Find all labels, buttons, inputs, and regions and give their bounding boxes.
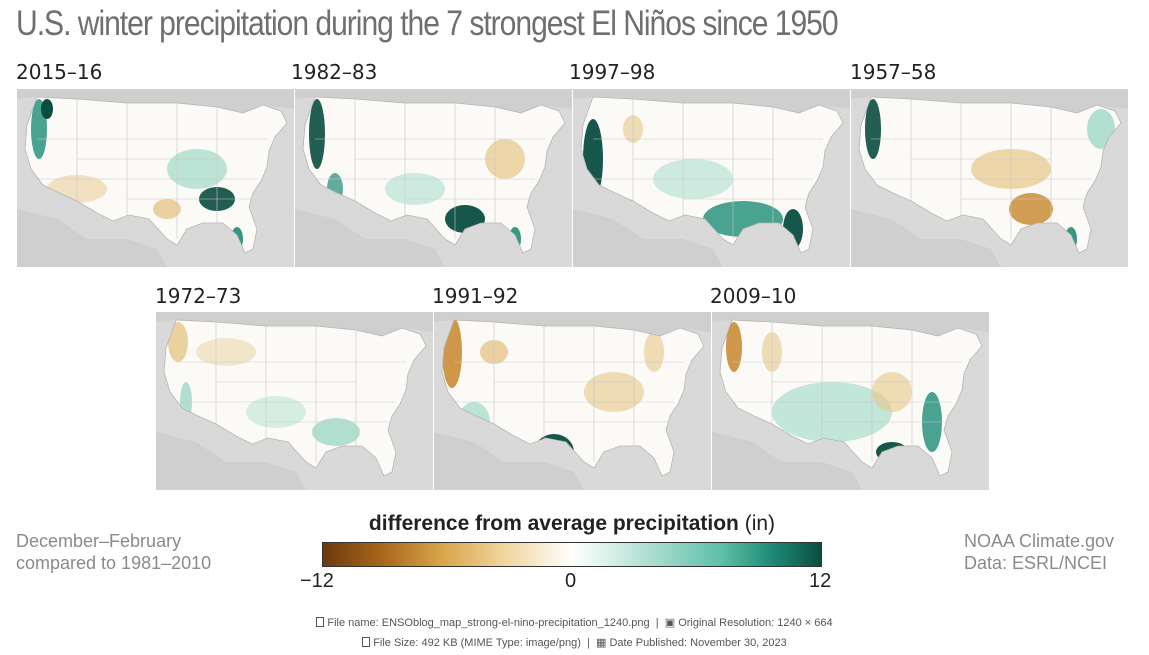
map-label-1991-92: 1991–92 [432, 284, 519, 308]
credit-line1: NOAA Climate.gov [964, 531, 1115, 551]
period-note-line1: December–February [16, 531, 182, 551]
map-1957-58 [851, 89, 1128, 267]
us-precipitation-map [17, 89, 294, 267]
map-1997-98 [573, 89, 850, 267]
map-2015-16 [17, 89, 294, 267]
map-label-1997-98: 1997–98 [569, 60, 656, 84]
footer-date-published: Date Published: November 30, 2023 [609, 637, 787, 649]
map-label-2009-10: 2009–10 [710, 284, 797, 308]
us-precipitation-map [851, 89, 1128, 267]
map-1972-73 [156, 312, 433, 490]
legend-max-label: 12 [809, 570, 832, 592]
map-label-1972-73: 1972–73 [155, 284, 242, 308]
period-note: December–February compared to 1981–2010 [16, 530, 211, 574]
us-precipitation-map [573, 89, 850, 267]
us-precipitation-map [434, 312, 711, 490]
footer-file-size: File Size: 492 KB (MIME Type: image/png) [373, 637, 581, 649]
map-label-1957-58: 1957–58 [850, 60, 937, 84]
file-size-icon [362, 637, 371, 647]
legend-color-bar [322, 542, 822, 567]
monitor-icon: ▣ [664, 617, 676, 629]
credit-line2: Data: ESRL/NCEI [964, 553, 1108, 573]
legend-mid-label: 0 [565, 570, 577, 592]
legend-title-unit: (in) [744, 512, 776, 535]
footer-file-name: File name: ENSOblog_map_strong-el-nino-p… [327, 617, 650, 629]
credit: NOAA Climate.gov Data: ESRL/NCEI [964, 530, 1114, 574]
map-1991-92 [434, 312, 711, 490]
map-label-2015-16: 2015–16 [16, 60, 103, 84]
map-label-1982-83: 1982–83 [291, 60, 378, 84]
calendar-icon: ▦ [595, 637, 607, 649]
legend-title: difference from average precipitation (i… [322, 512, 822, 536]
legend-title-main: difference from average precipitation [368, 512, 739, 535]
us-precipitation-map [295, 89, 572, 267]
map-2009-10 [712, 312, 989, 490]
footer-line1: File name: ENSOblog_map_strong-el-nino-p… [0, 616, 1149, 629]
footer-line2: File Size: 492 KB (MIME Type: image/png)… [0, 636, 1149, 649]
legend-min-label: −12 [300, 570, 334, 592]
period-note-line2: compared to 1981–2010 [16, 553, 212, 573]
file-icon [316, 617, 325, 627]
page-title: U.S. winter precipitation during the 7 s… [16, 4, 839, 43]
footer-resolution: Original Resolution: 1240 × 664 [678, 617, 833, 629]
map-1982-83 [295, 89, 572, 267]
us-precipitation-map [712, 312, 989, 490]
us-precipitation-map [156, 312, 433, 490]
